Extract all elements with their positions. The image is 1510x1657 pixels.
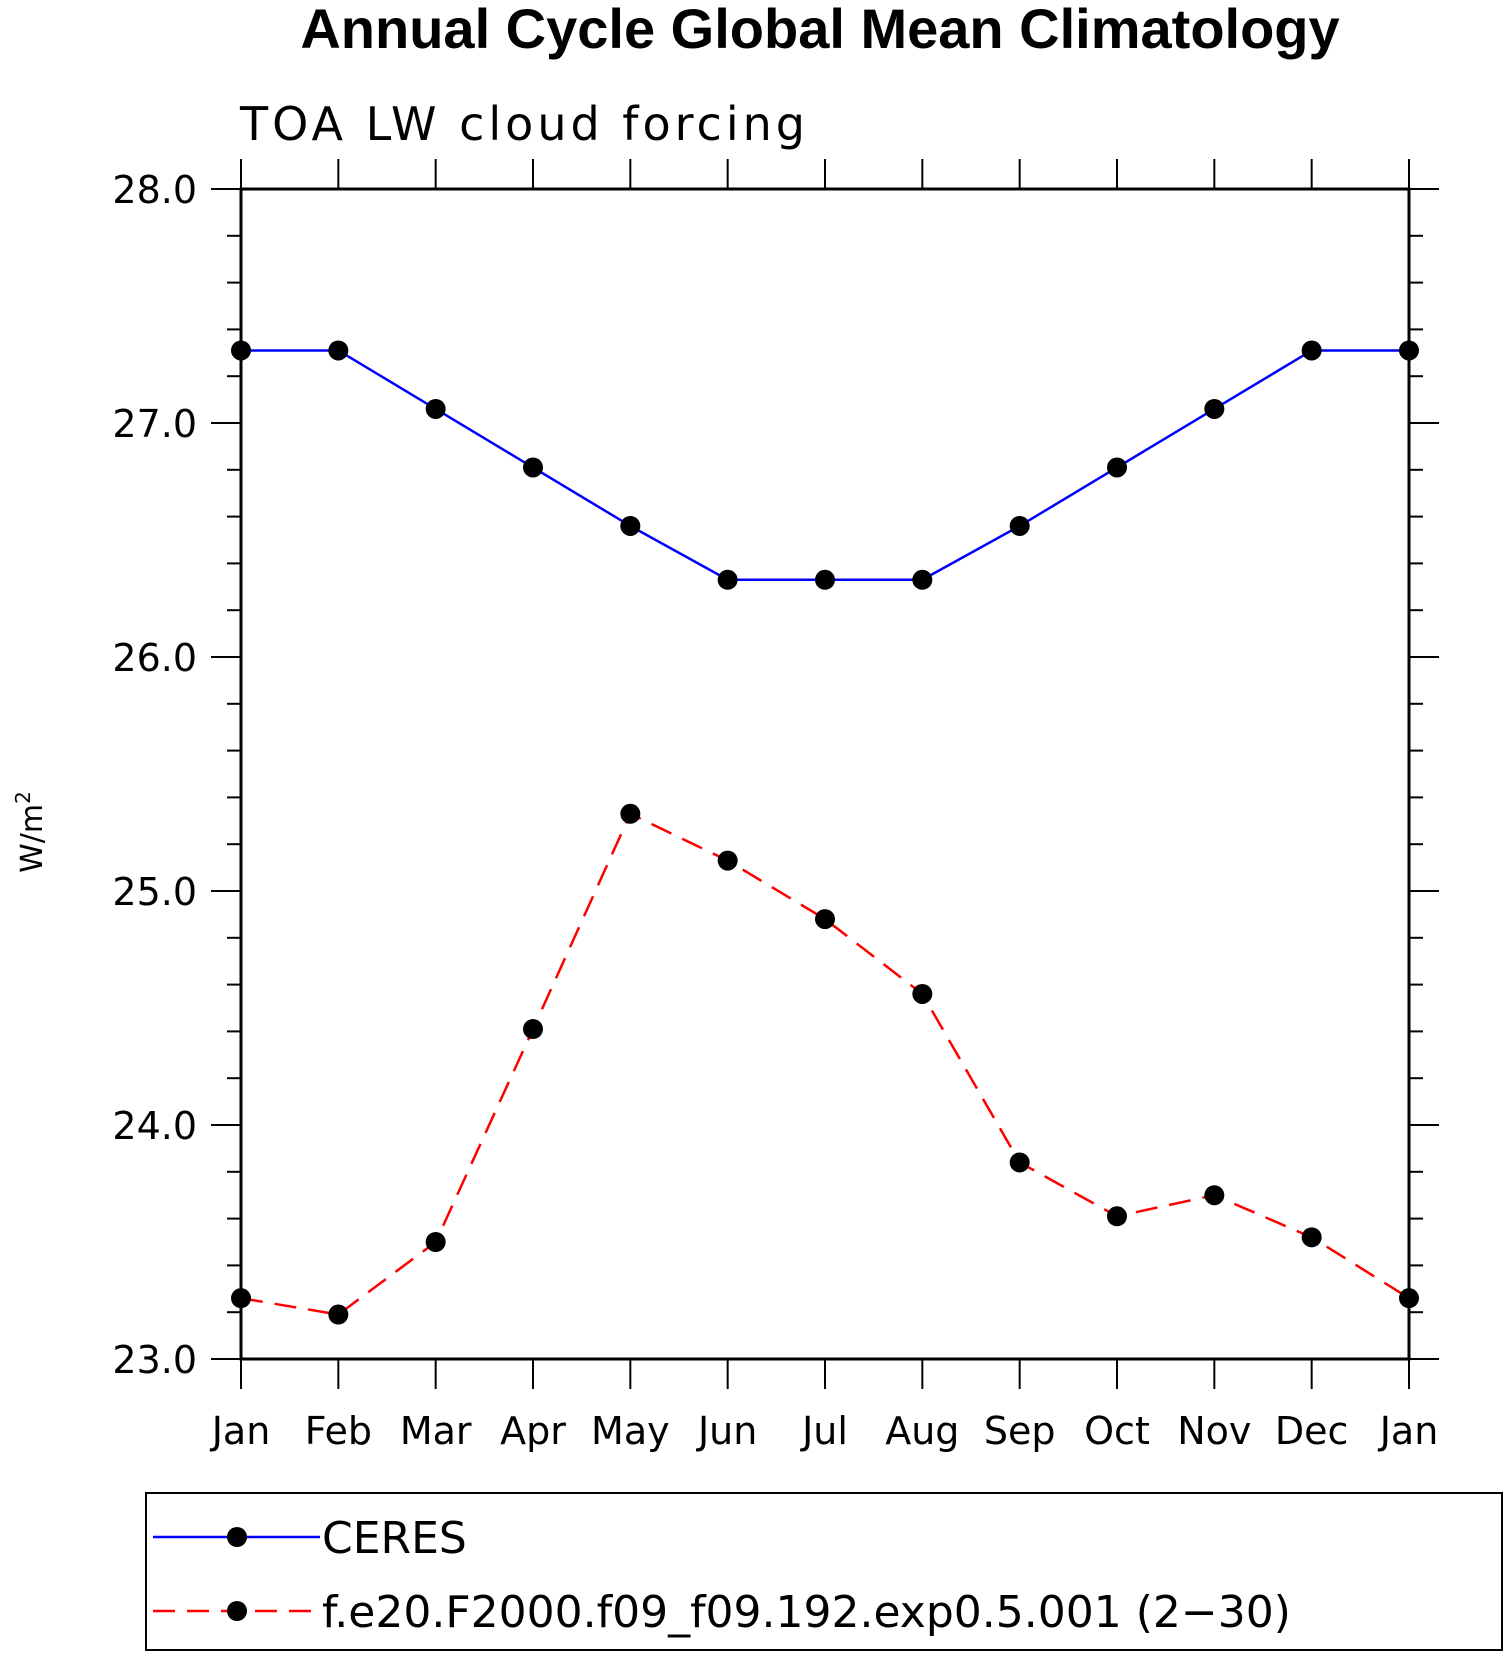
series-1-marker xyxy=(231,340,251,361)
y-tick-label: 27.0 xyxy=(112,402,197,446)
legend-marker-2 xyxy=(227,1601,247,1621)
x-tick-label: Jan xyxy=(1378,1409,1439,1453)
legend-label-2: f.e20.F2000.f09_f09.192.exp0.5.001 (2−30… xyxy=(322,1587,1291,1638)
series-1-marker xyxy=(1009,515,1030,536)
x-tick-label: Jun xyxy=(696,1409,757,1453)
chart-subtitle: TOA LW cloud forcing xyxy=(239,97,809,151)
x-tick-label: Feb xyxy=(305,1409,372,1453)
series-1-marker xyxy=(1107,457,1127,478)
series-1-marker xyxy=(425,398,446,419)
series-2-marker xyxy=(815,909,835,930)
x-tick-label: Jul xyxy=(800,1409,848,1453)
series-2-marker xyxy=(1204,1185,1225,1206)
y-axis-label-base: W/m xyxy=(15,804,50,873)
axis-ticks xyxy=(211,159,1439,1389)
x-tick-label: Dec xyxy=(1275,1409,1349,1453)
x-tick-label: Jan xyxy=(210,1409,271,1453)
series-1-marker xyxy=(1301,340,1322,361)
legend-label-1: CERES xyxy=(322,1513,467,1564)
series-1-marker xyxy=(523,457,543,478)
series-1-marker xyxy=(912,569,933,590)
y-tick-labels: 23.0 24.0 25.0 26.0 27.0 28.0 xyxy=(112,168,197,1382)
y-tick-label: 28.0 xyxy=(112,168,197,212)
series-1-marker xyxy=(620,515,641,536)
series-1-marker xyxy=(717,569,738,590)
series-1-marker xyxy=(1204,398,1225,419)
y-axis-label: W/m2 xyxy=(11,791,50,873)
legend-box xyxy=(145,1492,1503,1651)
y-axis-label-superscript: 2 xyxy=(11,791,35,804)
y-tick-label: 25.0 xyxy=(112,870,197,914)
x-tick-label: May xyxy=(591,1409,670,1453)
x-tick-labels: Jan Feb Mar Apr May Jun Jul Aug Sep Oct Nov Dec Jan xyxy=(210,1409,1439,1453)
legend-marker-1 xyxy=(227,1527,247,1547)
series-2-marker xyxy=(1301,1227,1322,1248)
series-line-1 xyxy=(241,349,1409,582)
x-tick-label: Nov xyxy=(1177,1409,1251,1453)
series-2-marker xyxy=(717,850,738,871)
chart-title: Annual Cycle Global Mean Climatology xyxy=(300,0,1339,60)
y-tick-label: 24.0 xyxy=(112,1104,197,1148)
series-layer xyxy=(231,340,1419,1325)
series-2-marker xyxy=(523,1019,543,1040)
series-line-2 xyxy=(240,812,1410,1316)
series-2-marker xyxy=(328,1304,349,1325)
series-2-marker xyxy=(1107,1206,1127,1227)
series-2-marker xyxy=(1399,1288,1419,1309)
legend: CERES f.e20.F2000.f09_f09.192.exp0.5.001 … xyxy=(153,1513,1291,1638)
series-2-marker xyxy=(231,1288,251,1309)
series-1-marker xyxy=(1399,340,1419,361)
x-tick-label: Apr xyxy=(500,1409,566,1453)
series-2-marker xyxy=(1009,1152,1030,1173)
series-2-marker xyxy=(425,1232,446,1252)
series-1-marker xyxy=(328,340,349,361)
y-tick-label: 26.0 xyxy=(112,636,197,680)
x-tick-label: Aug xyxy=(885,1409,959,1453)
series-2-marker xyxy=(620,803,641,824)
series-1-marker xyxy=(815,569,835,590)
plot-frame xyxy=(239,187,1411,1361)
x-tick-label: Sep xyxy=(984,1409,1056,1453)
x-tick-label: Mar xyxy=(400,1409,472,1453)
x-tick-label: Oct xyxy=(1084,1409,1150,1453)
series-2-marker xyxy=(912,983,933,1004)
y-tick-label: 23.0 xyxy=(112,1338,197,1382)
